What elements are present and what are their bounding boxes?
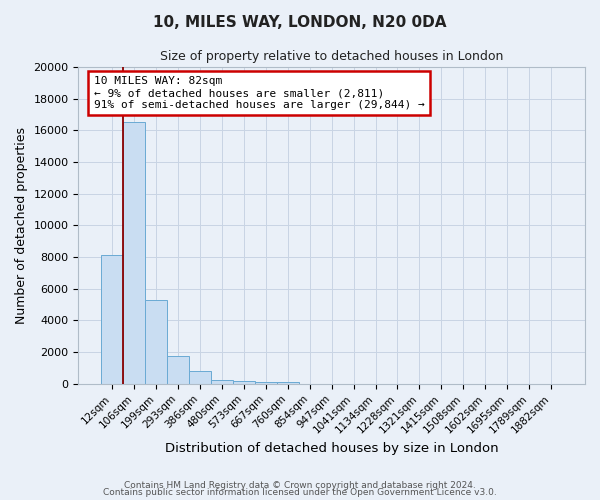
Bar [255,382,277,384]
Bar [101,256,124,384]
Text: 10, MILES WAY, LONDON, N20 0DA: 10, MILES WAY, LONDON, N20 0DA [153,15,447,30]
Text: Contains HM Land Registry data © Crown copyright and database right 2024.: Contains HM Land Registry data © Crown c… [124,480,476,490]
Bar [145,300,167,384]
Text: 10 MILES WAY: 82sqm
← 9% of detached houses are smaller (2,811)
91% of semi-deta: 10 MILES WAY: 82sqm ← 9% of detached hou… [94,76,424,110]
Bar [211,380,233,384]
Bar [189,371,211,384]
Bar [167,356,189,384]
Bar [233,382,255,384]
Y-axis label: Number of detached properties: Number of detached properties [15,127,28,324]
Text: Contains public sector information licensed under the Open Government Licence v3: Contains public sector information licen… [103,488,497,497]
X-axis label: Distribution of detached houses by size in London: Distribution of detached houses by size … [165,442,499,455]
Title: Size of property relative to detached houses in London: Size of property relative to detached ho… [160,50,503,63]
Bar [277,382,299,384]
Bar [124,122,145,384]
